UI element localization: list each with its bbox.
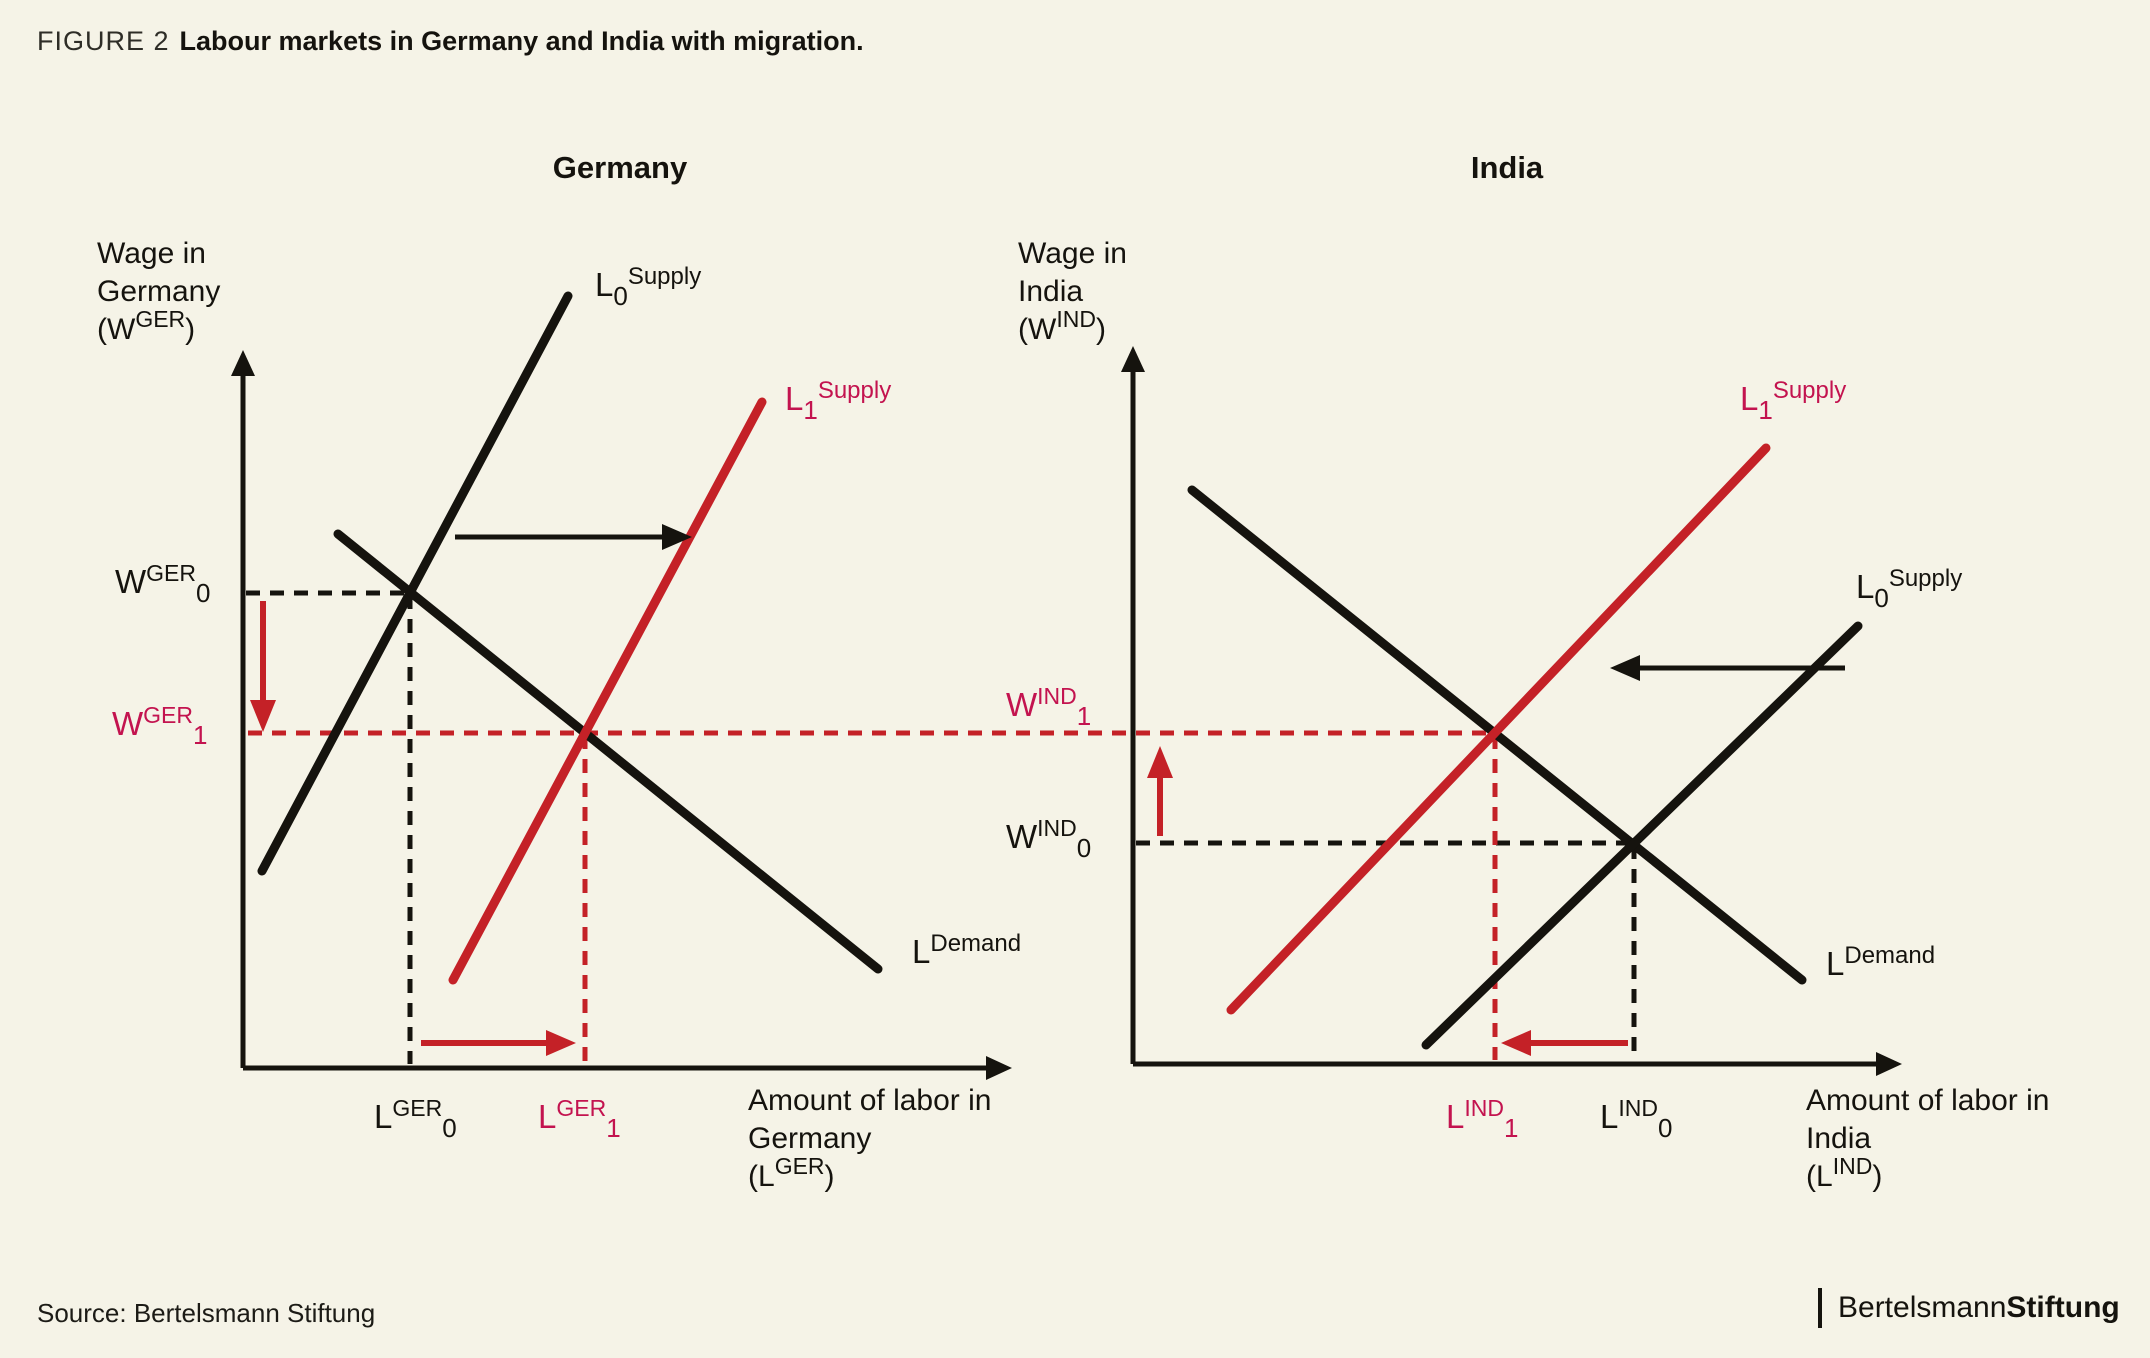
india-y-axis-label-line2: India — [1018, 275, 1084, 308]
india-labor0-label: LIND0 — [1600, 1095, 1673, 1143]
germany-chart-title: Germany — [552, 150, 688, 185]
india-x-axis-label-line2: India — [1806, 1122, 1872, 1155]
germany-y-axis-label: Wage in Germany (WGER) — [97, 235, 220, 350]
india-wage1-label: WIND1 — [1006, 683, 1092, 731]
germany-y-axis-label-symbol: (WGER) — [97, 306, 196, 346]
logo-text-regular: Bertelsmann — [1838, 1291, 2007, 1324]
germany-demand-curve — [333, 529, 883, 974]
india-x-axis-label-symbol: (LIND) — [1806, 1153, 1883, 1193]
germany-wage1-label: WGER1 — [112, 702, 208, 750]
india-chart-title: India — [1470, 150, 1544, 185]
india-labor1-label: LIND1 — [1446, 1095, 1519, 1143]
india-x-axis-label-line1: Amount of labor in — [1806, 1084, 2050, 1117]
germany-y-axis-label-line2: Germany — [97, 275, 221, 308]
india-demand-curve-label: LDemand — [1826, 942, 1936, 982]
india-labor-decrease-arrowhead-icon — [1501, 1030, 1531, 1056]
germany-supply0-curve — [257, 291, 573, 876]
germany-y-axis-label-line1: Wage in — [97, 237, 206, 270]
india-supply1-curve — [1226, 443, 1771, 1015]
logo-text-bold: Stiftung — [2006, 1291, 2120, 1324]
germany-wage0-label: WGER0 — [115, 560, 211, 608]
figure-header: FIGURE 2 Labour markets in Germany and In… — [37, 26, 864, 57]
india-y-axis-label-line1: Wage in — [1018, 237, 1127, 270]
germany-labor1-label: LGER1 — [538, 1095, 621, 1143]
germany-labor0-label: LGER0 — [374, 1095, 457, 1143]
figure-number: FIGURE 2 — [37, 26, 170, 56]
india-supply0-curve-label: L0Supply — [1856, 565, 1963, 613]
figure-title: Labour markets in Germany and India with… — [179, 26, 864, 56]
india-supply1-curve-label: L1Supply — [1740, 377, 1847, 425]
germany-supply0-curve-label: L0Supply — [595, 263, 702, 311]
india-supply0-curve — [1421, 621, 1863, 1050]
india-wage0-label: WIND0 — [1006, 815, 1092, 863]
germany-labor-increase-arrowhead-icon — [546, 1030, 576, 1056]
logo-bar-icon — [1818, 1288, 1822, 1328]
germany-x-axis-label-line2: Germany — [748, 1122, 872, 1155]
india-x-axis-label: Amount of labor in India (LIND) — [1806, 1082, 2049, 1197]
source-note: Source: Bertelsmann Stiftung — [37, 1298, 376, 1328]
germany-wage-fall-arrowhead-icon — [250, 700, 276, 732]
germany-x-axis-label-symbol: (LGER) — [748, 1153, 835, 1193]
india-wage-rise-arrowhead-icon — [1147, 746, 1173, 778]
germany-supply1-curve — [448, 397, 767, 985]
germany-x-axis-label-line1: Amount of labor in — [748, 1084, 992, 1117]
india-x-axis-arrowhead-icon — [1876, 1052, 1902, 1076]
germany-supply-shift-arrowhead-icon — [662, 524, 692, 550]
germany-x-axis-label: Amount of labor in Germany (LGER) — [748, 1082, 991, 1197]
germany-x-axis-arrowhead-icon — [986, 1056, 1012, 1080]
germany-supply1-curve-label: L1Supply — [785, 377, 892, 425]
india-y-axis-label-symbol: (WIND) — [1018, 306, 1106, 346]
india-y-axis-label: Wage in India (WIND) — [1018, 235, 1127, 350]
germany-y-axis-arrowhead-icon — [231, 350, 255, 376]
india-y-axis-arrowhead-icon — [1121, 346, 1145, 372]
germany-demand-curve-label: LDemand — [912, 930, 1022, 970]
bertelsmann-stiftung-logo: BertelsmannStiftung — [1818, 1288, 2120, 1328]
india-supply-shift-arrowhead-icon — [1610, 655, 1640, 681]
